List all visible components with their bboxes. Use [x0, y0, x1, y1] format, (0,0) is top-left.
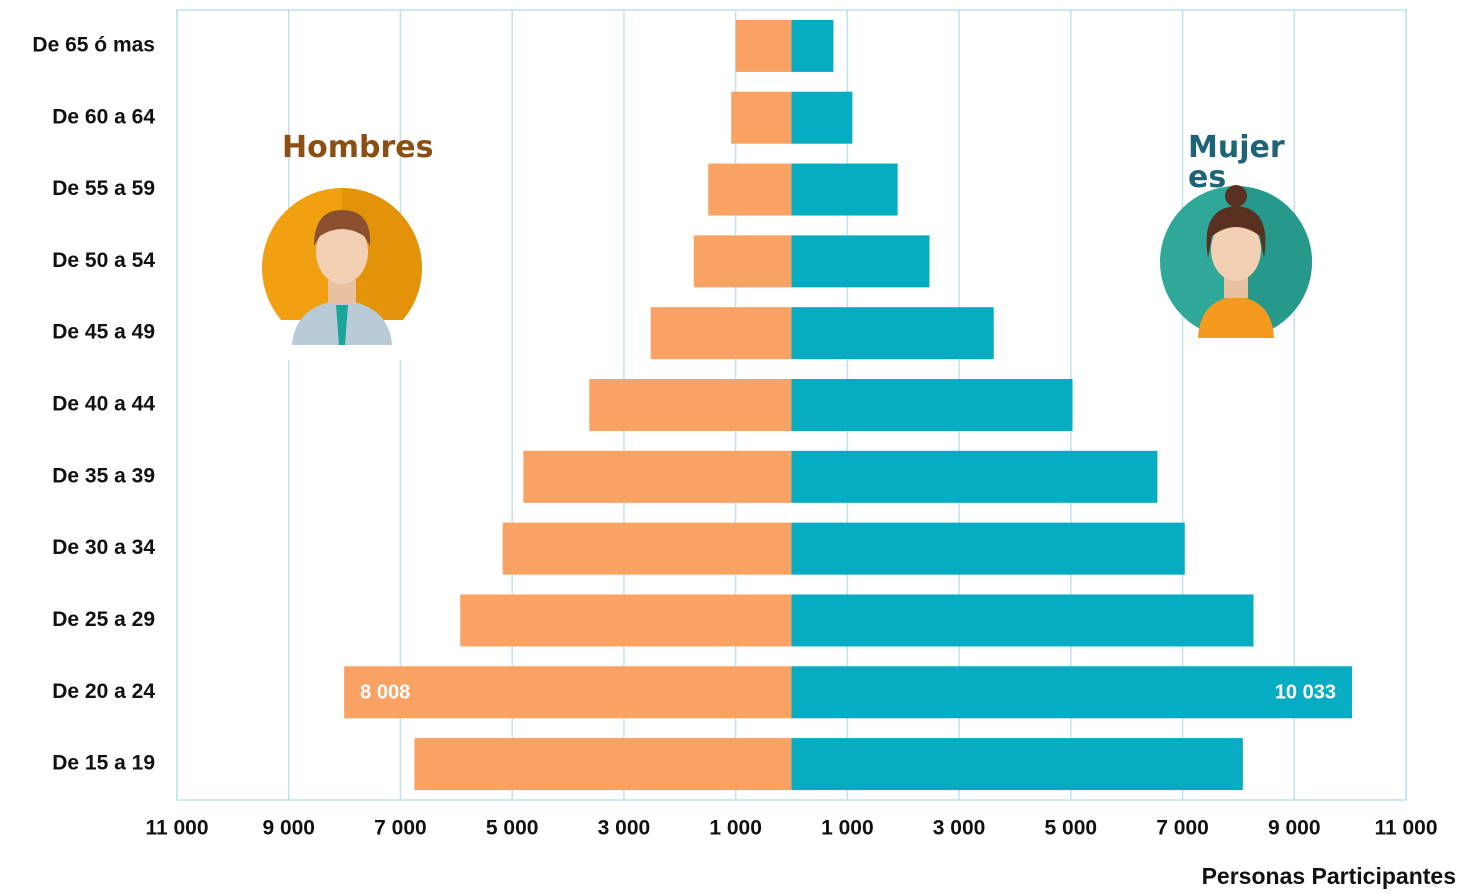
x-tick-label: 7 000 [1156, 817, 1209, 840]
bar [791, 163, 898, 216]
bar [791, 235, 930, 288]
bar [460, 594, 792, 647]
bar [791, 738, 1243, 791]
x-tick-label: 7 000 [374, 817, 427, 840]
bar [791, 594, 1254, 647]
icons [262, 185, 1312, 360]
y-tick-label: De 15 a 19 [52, 752, 155, 775]
x-tick-label: 3 000 [598, 817, 651, 840]
y-tick-label: De 25 a 29 [52, 608, 155, 631]
bar [414, 738, 792, 791]
bar [791, 19, 834, 72]
y-tick-label: De 65 ó mas [32, 33, 155, 56]
bar [650, 307, 792, 360]
bar [791, 450, 1158, 503]
bar [589, 379, 792, 431]
x-tick-label: 11 000 [145, 817, 208, 840]
bar [791, 91, 853, 144]
x-axis-label: Personas Participantes [1202, 863, 1456, 889]
bar [735, 19, 792, 72]
bar [791, 666, 1352, 719]
y-tick-label: De 50 a 54 [52, 249, 155, 272]
y-tick-label: De 20 a 24 [52, 680, 155, 703]
bars: 8 008 10 033 [344, 19, 1352, 791]
bar [791, 379, 1073, 431]
bar [344, 666, 792, 719]
x-tick-label: 5 000 [486, 817, 539, 840]
legend-mujeres: Mujeres [1188, 130, 1285, 195]
x-tick-label: 9 000 [1268, 817, 1321, 840]
bar [731, 91, 792, 144]
x-tick-label: 9 000 [262, 817, 315, 840]
x-tick-label: 5 000 [1045, 817, 1098, 840]
x-tick-label: 1 000 [821, 817, 874, 840]
x-tick-label: 11 000 [1374, 817, 1437, 840]
bar [693, 235, 792, 288]
x-tick-label: 3 000 [933, 817, 986, 840]
bar [708, 163, 792, 216]
y-tick-label: De 45 a 49 [52, 321, 155, 344]
x-tick-label: 1 000 [709, 817, 762, 840]
woman-icon [1160, 185, 1312, 338]
y-tick-label: De 60 a 64 [52, 105, 155, 128]
bar [523, 450, 792, 503]
y-tick-label: De 30 a 34 [52, 536, 155, 559]
plot-frame [176, 9, 1407, 801]
man-icon [262, 188, 422, 360]
bar [791, 522, 1185, 575]
y-tick-label: De 40 a 44 [52, 393, 155, 416]
legend-hombres: Hombres [282, 130, 434, 165]
data-label: 8 008 [360, 682, 410, 704]
bar [791, 307, 994, 360]
data-label: 10 033 [1275, 682, 1336, 704]
y-tick-label: De 35 a 39 [52, 464, 155, 487]
bar [502, 522, 792, 575]
y-tick-label: De 55 a 59 [52, 177, 155, 200]
